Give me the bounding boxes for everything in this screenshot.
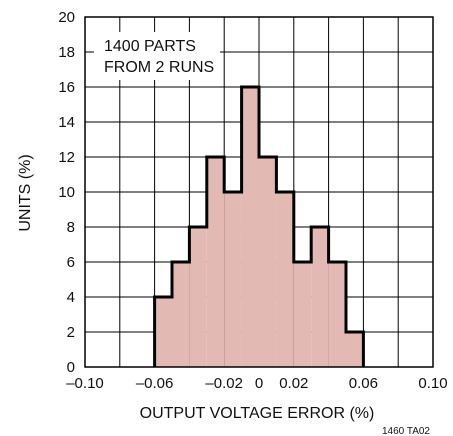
x-tick-label: –0.02 — [205, 375, 243, 392]
histogram-outline — [153, 85, 365, 367]
histogram-bar — [311, 227, 329, 367]
y-tick-label: 10 — [58, 184, 75, 201]
histogram-bars — [154, 87, 364, 367]
annotation-line-2: FROM 2 RUNS — [104, 59, 214, 76]
histogram-bar — [224, 192, 242, 367]
histogram-bar — [276, 192, 294, 367]
y-tick-label: 8 — [67, 219, 75, 236]
x-tick-label: 0.02 — [279, 375, 308, 392]
y-axis-label: UNITS (%) — [17, 154, 34, 231]
y-tick-label: 20 — [58, 9, 75, 26]
plot-frame — [84, 16, 434, 368]
y-tick-label: 0 — [67, 359, 75, 376]
x-tick-label: –0.10 — [66, 375, 104, 392]
x-axis-label: OUTPUT VOLTAGE ERROR (%) — [140, 405, 375, 422]
histogram-bar — [172, 262, 190, 367]
histogram-bar — [206, 157, 225, 367]
y-tick-label: 4 — [67, 289, 75, 306]
annotation-box — [94, 32, 220, 80]
y-tick-label: 12 — [58, 149, 75, 166]
x-tick-label: 0.06 — [349, 375, 378, 392]
histogram-bar — [346, 332, 364, 367]
histogram-bar — [189, 227, 207, 367]
y-tick-label: 14 — [58, 114, 75, 131]
histogram-bar — [154, 297, 172, 367]
histogram-bar — [259, 157, 277, 367]
y-tick-label: 16 — [58, 79, 75, 96]
x-tick-label: 0.10 — [418, 375, 447, 392]
y-tick-labels: 0 2 4 6 8 10 12 14 16 18 20 — [58, 9, 75, 376]
histogram-bar — [293, 262, 312, 367]
x-tick-label: –0.06 — [136, 375, 174, 392]
y-tick-label: 18 — [58, 44, 75, 61]
figure-reference: 1460 TA02 — [382, 426, 430, 436]
histogram-bar — [328, 262, 346, 367]
y-tick-label: 2 — [67, 324, 75, 341]
y-tick-label: 6 — [67, 254, 75, 271]
annotation-line-1: 1400 PARTS — [104, 38, 196, 55]
x-tick-labels: –0.10 –0.06 –0.02 0 0.02 0.06 0.10 — [66, 375, 447, 392]
histogram-bar — [241, 87, 259, 367]
x-tick-label: 0 — [255, 375, 263, 392]
